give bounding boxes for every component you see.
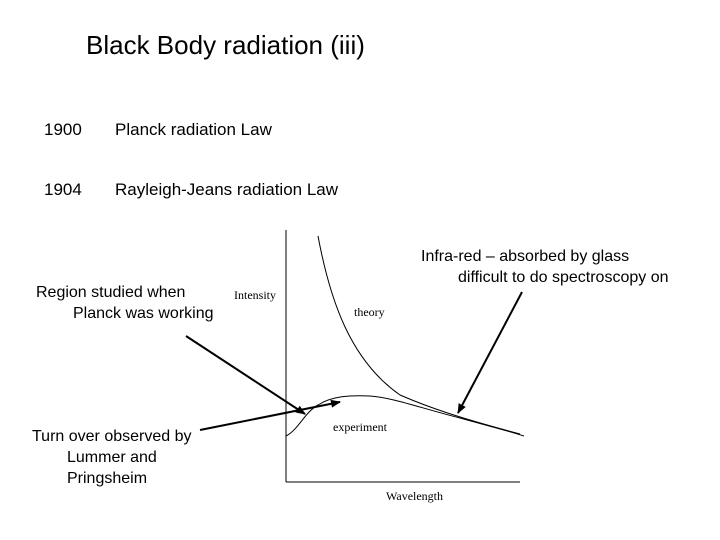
timeline-year-1900: 1900: [44, 120, 82, 139]
region-arrow: [185, 335, 306, 415]
y-axis-label: Intensity: [234, 288, 276, 302]
experiment-label: experiment: [333, 420, 388, 434]
theory-label: theory: [354, 305, 385, 319]
slide-title: Black Body radiation (iii): [86, 30, 365, 60]
x-axis-label: Wavelength: [386, 489, 443, 503]
timeline-event-planck: Planck radiation Law: [115, 120, 272, 139]
timeline-year-1904: 1904: [44, 180, 82, 199]
experiment-curve: [285, 395, 525, 437]
region-note-line1: Region studied when: [36, 284, 186, 301]
infrared-note-line1: Infra-red – absorbed by glass: [421, 248, 630, 265]
turnover-note-line1: Turn over observed by: [32, 428, 192, 445]
infrared-note-line2: difficult to do spectroscopy on: [458, 269, 669, 286]
turnover-note-line3: Pringsheim: [67, 470, 148, 487]
theory-curve: [317, 235, 521, 435]
turnover-note-line2: Lummer and: [67, 449, 157, 466]
turnover-arrow: [199, 399, 341, 431]
infrared-arrow: [457, 291, 523, 414]
region-note-line2: Planck was working: [73, 305, 214, 322]
timeline-event-rayleigh-jeans: Rayleigh-Jeans radiation Law: [115, 180, 339, 199]
